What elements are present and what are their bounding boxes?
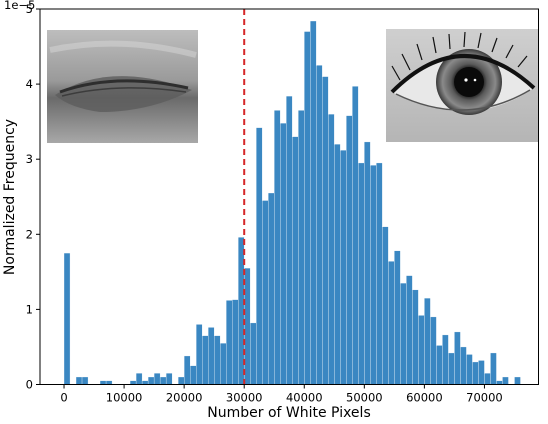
histogram-bar-6 — [135, 373, 143, 385]
histogram-bar-28 — [274, 110, 281, 385]
histogram-bar-13 — [183, 355, 191, 385]
histogram-bar-66 — [502, 376, 509, 385]
histogram-bar-25 — [256, 127, 263, 385]
histogram-bar-33 — [304, 31, 311, 385]
y-axis-label: Normalized Frequency — [2, 119, 18, 275]
x-axis-ticks: 0 10000 20000 30000 40000 50000 60000 70000 — [60, 384, 503, 405]
histogram-bar-64 — [490, 352, 497, 385]
histogram-bar-45 — [376, 162, 383, 385]
histogram-bar-10 — [159, 376, 167, 385]
histogram-bar-2 — [81, 376, 89, 385]
histogram-bar-58 — [454, 331, 461, 385]
histogram-bar-11 — [165, 373, 173, 385]
histogram-bar-50 — [406, 275, 413, 385]
y-offset-label: 1e−5 — [4, 0, 35, 12]
x-tick-label-3: 30000 — [226, 391, 263, 405]
histogram-bar-38 — [334, 144, 341, 385]
histogram-bar-43 — [364, 141, 371, 385]
histogram-bar-14 — [189, 365, 197, 385]
histogram-bar-39 — [340, 150, 347, 385]
inset-closed-eye-image — [47, 30, 198, 143]
histogram-bar-15 — [196, 324, 203, 385]
histogram-bar-42 — [358, 162, 365, 385]
histogram-bar-36 — [322, 76, 329, 385]
histogram-bar-46 — [382, 226, 389, 385]
histogram-bar-60 — [466, 354, 473, 385]
histogram-bar-35 — [316, 65, 323, 385]
histogram-bar-32 — [298, 110, 305, 385]
histogram-bar-0 — [63, 252, 71, 385]
x-tick-label-0: 0 — [60, 391, 67, 405]
y-tick-label-2: 2 — [26, 227, 33, 241]
x-tick-label-5: 50000 — [346, 391, 383, 405]
histogram-bar-29 — [280, 123, 287, 385]
histogram-bar-12 — [177, 376, 185, 385]
histogram-bar-4 — [105, 380, 113, 385]
histogram-bar-65 — [496, 380, 503, 385]
histogram-bar-20 — [226, 300, 233, 385]
histogram-bar-27 — [268, 192, 275, 385]
histogram-bar-16 — [202, 335, 209, 385]
histogram-bar-62 — [478, 360, 485, 385]
axes-frame — [39, 8, 539, 385]
histogram-bar-53 — [424, 297, 431, 385]
histogram-bar-3 — [99, 380, 107, 385]
histogram-bar-26 — [262, 200, 269, 385]
histogram-bar-19 — [220, 343, 227, 385]
histogram-bar-21 — [232, 299, 239, 385]
histogram-bar-61 — [472, 361, 479, 385]
histogram-bar-56 — [442, 334, 449, 385]
histogram-bar-57 — [448, 352, 455, 385]
histogram-bar-51 — [412, 289, 419, 385]
y-tick-label-4: 4 — [26, 77, 33, 91]
histogram-bar-63 — [484, 373, 491, 385]
histogram-bar-55 — [436, 345, 443, 385]
x-tick-label-2: 20000 — [166, 391, 203, 405]
histogram-bar-67 — [514, 376, 521, 385]
bars-layer — [63, 20, 521, 385]
histogram-bar-1 — [75, 376, 83, 385]
histogram-bar-8 — [147, 376, 155, 385]
x-tick-label-6: 60000 — [406, 391, 443, 405]
histogram-bar-23 — [244, 267, 251, 385]
histogram-bar-37 — [328, 113, 335, 385]
histogram-bar-59 — [460, 346, 467, 385]
histogram-bar-54 — [430, 316, 437, 385]
histogram-bar-24 — [250, 322, 257, 385]
histogram-bar-41 — [352, 86, 359, 385]
x-tick-label-4: 40000 — [286, 391, 323, 405]
inset-open-eye-image — [386, 29, 538, 142]
y-tick-label-1: 1 — [26, 302, 33, 316]
histogram-bar-9 — [153, 373, 161, 385]
histogram-bar-7 — [141, 380, 149, 385]
histogram-bar-5 — [129, 380, 137, 385]
histogram-bar-34 — [310, 20, 317, 385]
histogram-bar-44 — [370, 165, 377, 385]
histogram-bar-48 — [394, 250, 401, 385]
x-tick-label-7: 70000 — [466, 391, 503, 405]
histogram-bar-47 — [388, 261, 395, 385]
histogram-bar-52 — [418, 315, 425, 385]
histogram-bar-30 — [286, 95, 293, 385]
histogram-bar-18 — [214, 335, 221, 385]
histogram-bar-17 — [208, 327, 215, 385]
y-tick-label-0: 0 — [26, 378, 33, 392]
x-axis-label: Number of White Pixels — [207, 405, 370, 421]
histogram-bar-31 — [292, 136, 299, 385]
y-axis-ticks: 0 1 2 3 4 5 — [26, 2, 40, 392]
histogram-bar-40 — [346, 115, 353, 385]
x-tick-label-1: 10000 — [106, 391, 143, 405]
y-tick-label-3: 3 — [26, 152, 33, 166]
histogram-bar-49 — [400, 282, 407, 385]
y-tick-label-5: 5 — [26, 2, 33, 16]
